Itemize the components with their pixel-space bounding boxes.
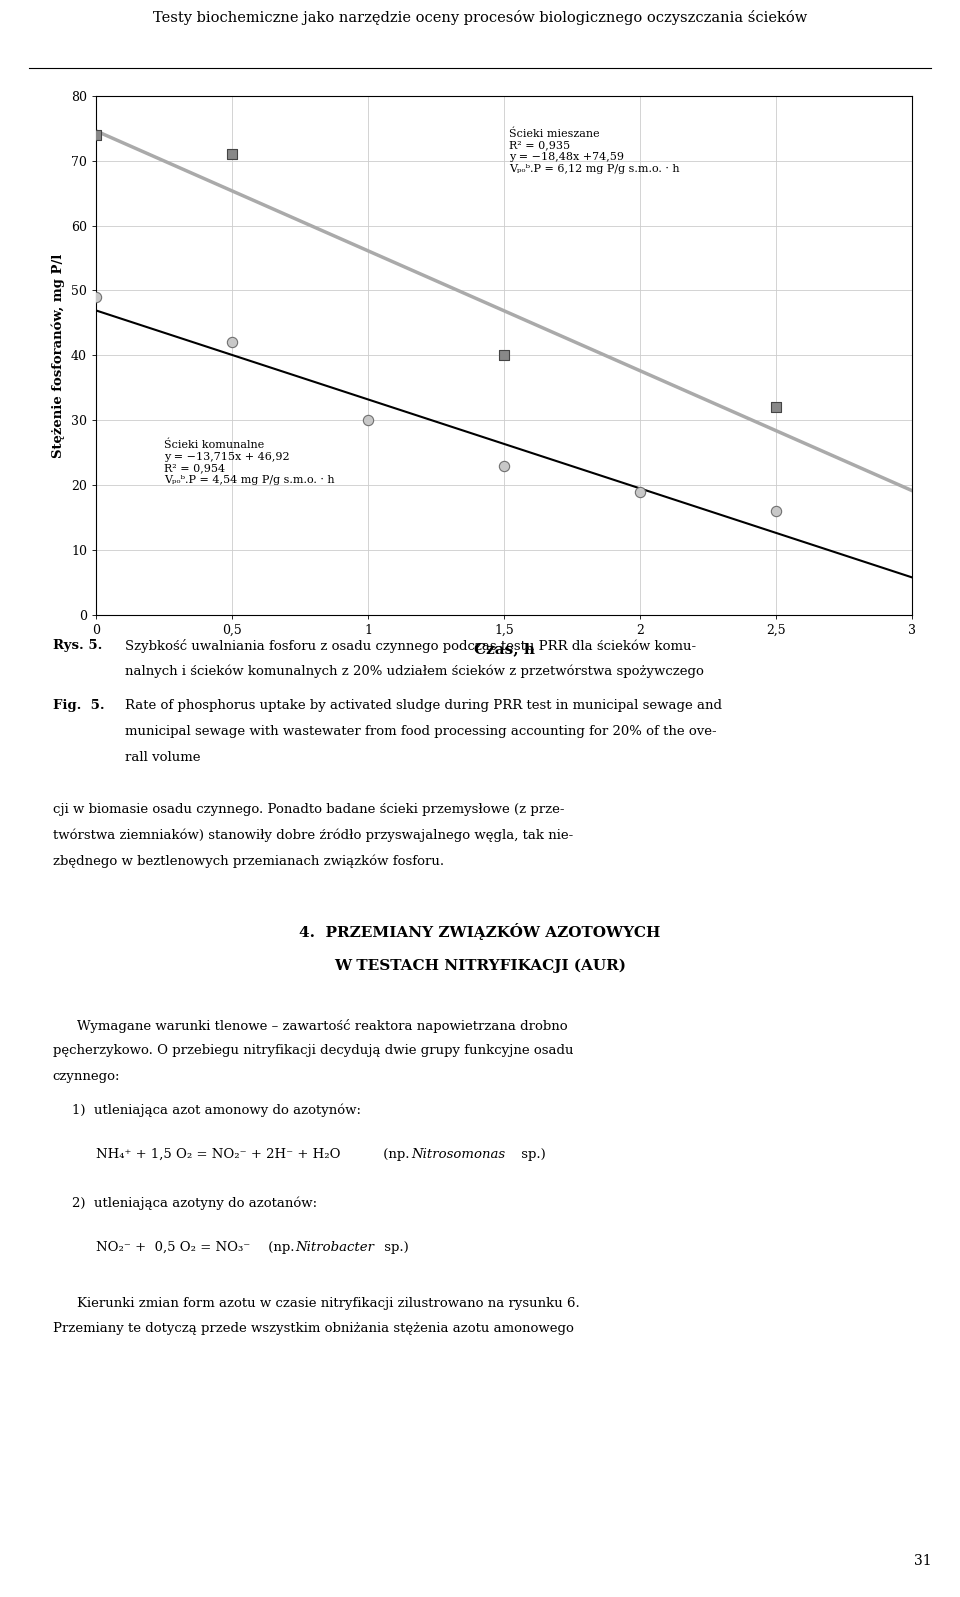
Text: Fig.  5.: Fig. 5. <box>53 699 105 712</box>
Text: Ścieki mieszane
R² = 0,935
y = −18,48x +74,59
Vₚₒᵇ.P = 6,12 mg P/g s.m.o. · h: Ścieki mieszane R² = 0,935 y = −18,48x +… <box>510 128 680 174</box>
Y-axis label: Stężenie fosforanów, mg P/l: Stężenie fosforanów, mg P/l <box>52 254 65 457</box>
Point <box>225 142 240 168</box>
Text: W TESTACH NITRYFIKACJI (AUR): W TESTACH NITRYFIKACJI (AUR) <box>334 958 626 973</box>
Text: Ścieki komunalne
y = −13,715x + 46,92
R² = 0,954
Vₚₒᵇ.P = 4,54 mg P/g s.m.o. · h: Ścieki komunalne y = −13,715x + 46,92 R²… <box>164 439 335 485</box>
Text: (np.: (np. <box>379 1148 414 1161</box>
Point <box>633 479 648 505</box>
Point <box>88 121 104 147</box>
Text: Rate of phosphorus uptake by activated sludge during PRR test in municipal sewag: Rate of phosphorus uptake by activated s… <box>125 699 722 712</box>
Point <box>360 407 375 433</box>
Text: zbędnego w beztlenowych przemianach związków fosforu.: zbędnego w beztlenowych przemianach zwią… <box>53 854 444 867</box>
Text: 31: 31 <box>914 1554 931 1568</box>
Text: municipal sewage with wastewater from food processing accounting for 20% of the : municipal sewage with wastewater from fo… <box>125 725 716 738</box>
Text: twórstwa ziemniaków) stanowiły dobre źródło przyswajalnego węgla, tak nie-: twórstwa ziemniaków) stanowiły dobre źró… <box>53 829 573 842</box>
Text: nalnych i ścieków komunalnych z 20% udziałem ścieków z przetwórstwa spożywczego: nalnych i ścieków komunalnych z 20% udzi… <box>125 664 704 677</box>
Point <box>496 454 512 479</box>
Text: NO₂⁻ +  0,5 O₂ = NO₃⁻: NO₂⁻ + 0,5 O₂ = NO₃⁻ <box>96 1241 251 1254</box>
Text: czynnego:: czynnego: <box>53 1070 120 1083</box>
Text: Nitrobacter: Nitrobacter <box>296 1241 374 1254</box>
Point <box>496 343 512 369</box>
Point <box>768 498 783 524</box>
X-axis label: Czas, h: Czas, h <box>473 642 535 656</box>
Text: (np.: (np. <box>264 1241 299 1254</box>
Text: 1)  utleniająca azot amonowy do azotynów:: 1) utleniająca azot amonowy do azotynów: <box>72 1104 361 1116</box>
Text: cji w biomasie osadu czynnego. Ponadto badane ścieki przemysłowe (z prze-: cji w biomasie osadu czynnego. Ponadto b… <box>53 803 564 816</box>
Text: Rys. 5.: Rys. 5. <box>53 639 102 652</box>
Text: Testy biochemiczne jako narzędzie oceny procesów biologicznego oczyszczania ście: Testy biochemiczne jako narzędzie oceny … <box>153 11 807 26</box>
Point <box>225 329 240 355</box>
Text: NH₄⁺ + 1,5 O₂ = NO₂⁻ + 2H⁻ + H₂O: NH₄⁺ + 1,5 O₂ = NO₂⁻ + 2H⁻ + H₂O <box>96 1148 341 1161</box>
Text: rall volume: rall volume <box>125 751 201 763</box>
Text: Szybkość uwalniania fosforu z osadu czynnego podczas testu PRR dla ścieków komu-: Szybkość uwalniania fosforu z osadu czyn… <box>125 639 696 653</box>
Text: sp.): sp.) <box>380 1241 409 1254</box>
Point <box>768 394 783 420</box>
Point <box>88 284 104 310</box>
Text: Nitrosomonas: Nitrosomonas <box>411 1148 505 1161</box>
Text: pęcherzykowo. O przebiegu nitryfikacji decydują dwie grupy funkcyjne osadu: pęcherzykowo. O przebiegu nitryfikacji d… <box>53 1044 573 1057</box>
Text: Kierunki zmian form azotu w czasie nitryfikacji zilustrowano na rysunku 6.: Kierunki zmian form azotu w czasie nitry… <box>77 1297 580 1310</box>
Text: 4.  PRZEMIANY ZWIĄZKÓW AZOTOWYCH: 4. PRZEMIANY ZWIĄZKÓW AZOTOWYCH <box>300 923 660 941</box>
Text: Przemiany te dotyczą przede wszystkim obniżania stężenia azotu amonowego: Przemiany te dotyczą przede wszystkim ob… <box>53 1322 574 1335</box>
Text: sp.): sp.) <box>517 1148 546 1161</box>
Text: Wymagane warunki tlenowe – zawartość reaktora napowietrzana drobno: Wymagane warunki tlenowe – zawartość rea… <box>77 1019 567 1033</box>
Text: 2)  utleniająca azotyny do azotanów:: 2) utleniająca azotyny do azotanów: <box>72 1196 317 1209</box>
